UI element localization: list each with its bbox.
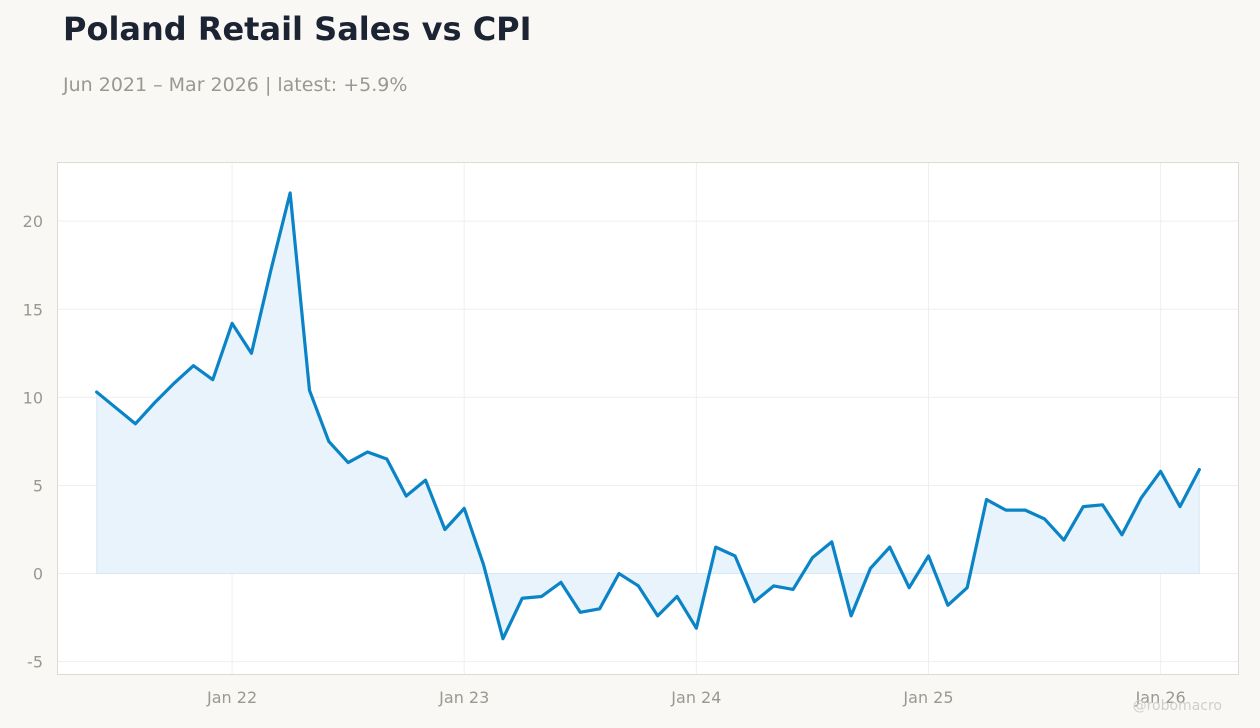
watermark: @robomacro [1132, 698, 1222, 714]
data-point [405, 494, 408, 497]
x-tick-label: Jan 25 [902, 688, 953, 707]
data-point [1178, 505, 1181, 508]
data-point [946, 604, 949, 607]
data-point [114, 406, 117, 409]
data-point [733, 554, 736, 557]
x-tick-label: Jan 26 [1135, 688, 1186, 707]
data-point [289, 191, 292, 194]
data-point [463, 507, 466, 510]
data-point [482, 563, 485, 566]
y-tick-label: 20 [23, 212, 43, 231]
data-point [869, 567, 872, 570]
data-point [1159, 470, 1162, 473]
x-tick-label: Jan 23 [438, 688, 489, 707]
data-point [637, 584, 640, 587]
y-tick-label: 15 [23, 300, 43, 319]
data-point [927, 554, 930, 557]
data-point [153, 401, 156, 404]
data-point [192, 364, 195, 367]
data-point [772, 584, 775, 587]
data-point [695, 627, 698, 630]
data-point [231, 322, 234, 325]
data-point [269, 269, 272, 272]
chart-subtitle: Jun 2021 – Mar 2026 | latest: +5.9% [63, 74, 408, 96]
data-point [308, 389, 311, 392]
data-point [250, 352, 253, 355]
data-point [985, 498, 988, 501]
data-point [598, 607, 601, 610]
data-point [656, 614, 659, 617]
data-point [714, 546, 717, 549]
data-point [1198, 468, 1201, 471]
data-point [443, 528, 446, 531]
data-point [617, 572, 620, 575]
data-point [559, 581, 562, 584]
x-tick-label: Jan 24 [670, 688, 721, 707]
y-tick-label: 5 [33, 476, 43, 495]
data-point [1120, 533, 1123, 536]
data-point [172, 382, 175, 385]
data-point [385, 457, 388, 460]
data-point [753, 600, 756, 603]
data-point [908, 586, 911, 589]
y-tick-label: -5 [27, 653, 43, 672]
y-tick-label: 10 [23, 388, 43, 407]
data-point [540, 595, 543, 598]
data-point [966, 586, 969, 589]
data-point [850, 614, 853, 617]
chart-title: Poland Retail Sales vs CPI [63, 10, 532, 48]
y-axis-ticks: -5 0 5 10 15 20 [23, 212, 43, 672]
data-point [830, 540, 833, 543]
data-point [366, 450, 369, 453]
data-point [675, 595, 678, 598]
data-point [579, 611, 582, 614]
data-point [1004, 509, 1007, 512]
x-tick-label: Jan 22 [206, 688, 257, 707]
data-point [1062, 538, 1065, 541]
data-point [521, 597, 524, 600]
data-point [1101, 503, 1104, 506]
data-point [791, 588, 794, 591]
data-point [95, 390, 98, 393]
series-line-layer [95, 191, 1201, 641]
x-axis-ticks: Jan 22 Jan 23 Jan 24 Jan 25 Jan 26 [206, 688, 1186, 707]
data-point [501, 637, 504, 640]
data-point [1024, 509, 1027, 512]
data-point [327, 440, 330, 443]
data-point [1043, 517, 1046, 520]
data-point [134, 422, 137, 425]
data-point [424, 479, 427, 482]
data-point [1082, 505, 1085, 508]
data-point [888, 546, 891, 549]
series-line [95, 191, 1201, 641]
data-point [811, 556, 814, 559]
data-point [1140, 496, 1143, 499]
data-point [347, 461, 350, 464]
data-point [211, 378, 214, 381]
y-tick-label: 0 [33, 565, 43, 584]
